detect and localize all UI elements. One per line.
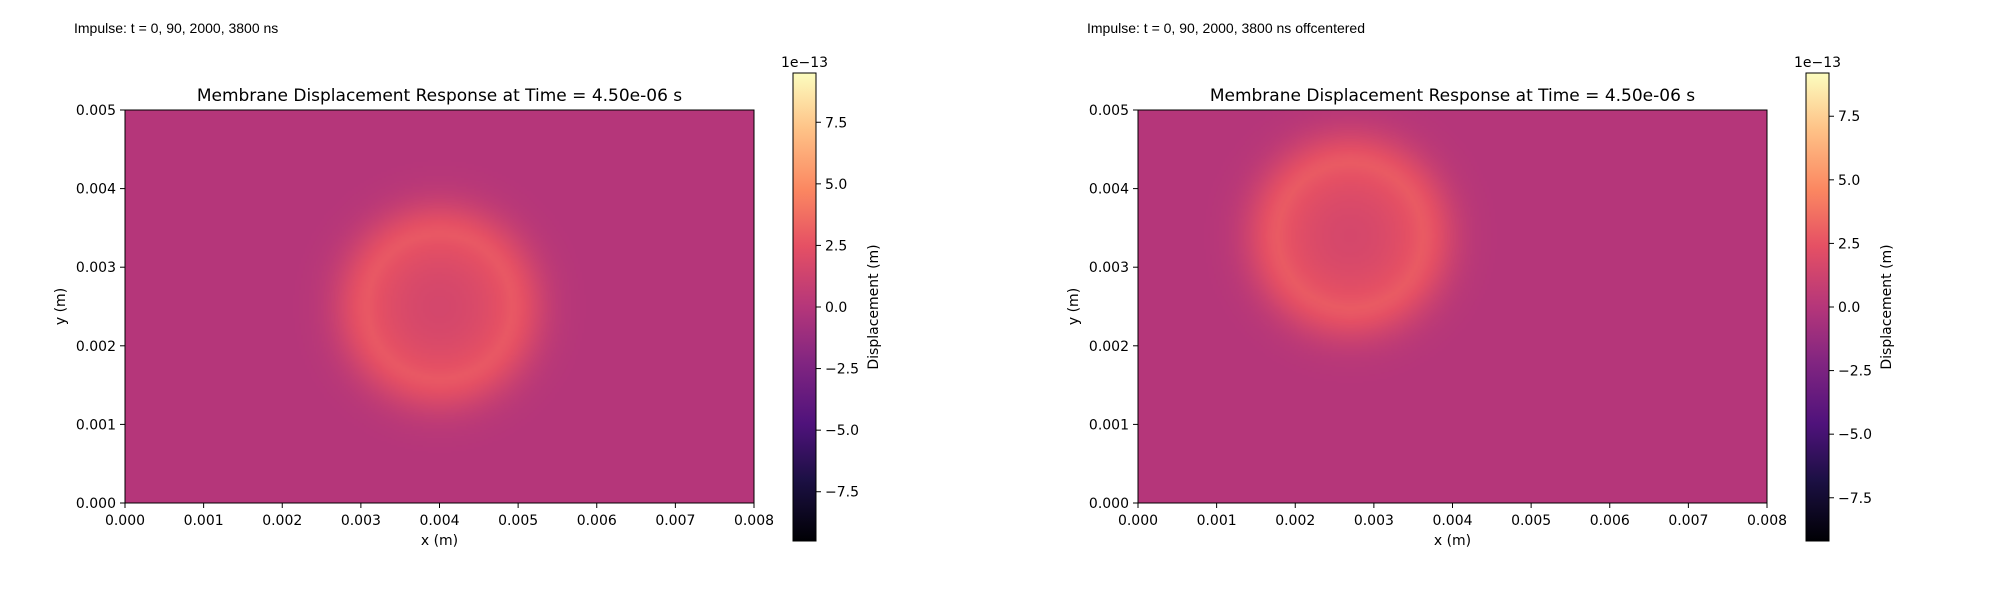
colorbar-tick-label: −5.0 bbox=[1838, 427, 1872, 443]
x-tick-label: 0.004 bbox=[1432, 513, 1472, 529]
right-heatmap-chart: Membrane Displacement Response at Time =… bbox=[1066, 55, 1895, 549]
y-tick-label: 0.001 bbox=[1089, 417, 1129, 433]
x-axis-label: x (m) bbox=[1434, 533, 1471, 549]
colorbar-tick-label: 7.5 bbox=[1838, 109, 1860, 125]
x-tick-label: 0.002 bbox=[1275, 513, 1315, 529]
x-tick-label: 0.001 bbox=[184, 513, 224, 529]
right-panel: Impulse: t = 0, 90, 2000, 3800 ns offcen… bbox=[1013, 0, 2000, 600]
y-tick-label: 0.003 bbox=[1089, 260, 1129, 276]
y-tick-label: 0.004 bbox=[1089, 182, 1129, 198]
x-tick-label: 0.001 bbox=[1197, 513, 1237, 529]
colorbar-tick-label: −2.5 bbox=[1838, 364, 1872, 380]
x-tick-label: 0.003 bbox=[1354, 513, 1394, 529]
x-tick-label: 0.006 bbox=[1590, 513, 1630, 529]
chart-title: Membrane Displacement Response at Time =… bbox=[1210, 86, 1695, 106]
x-tick-label: 0.000 bbox=[105, 513, 145, 529]
colorbar-tick-label: −2.5 bbox=[825, 362, 859, 378]
y-tick-label: 0.002 bbox=[1089, 339, 1129, 355]
y-axis-label: y (m) bbox=[53, 288, 69, 325]
left-heatmap-chart: Membrane Displacement Response at Time =… bbox=[53, 55, 882, 549]
y-tick-label: 0.003 bbox=[76, 260, 116, 276]
y-tick-label: 0.002 bbox=[76, 339, 116, 355]
y-tick-label: 0.001 bbox=[76, 417, 116, 433]
y-tick-label: 0.004 bbox=[76, 182, 116, 198]
x-tick-label: 0.005 bbox=[1511, 513, 1551, 529]
x-tick-label: 0.005 bbox=[498, 513, 538, 529]
colorbar-tick-label: 2.5 bbox=[1838, 236, 1860, 252]
y-tick-label: 0.000 bbox=[76, 496, 116, 512]
colorbar-tick-label: −7.5 bbox=[825, 485, 859, 501]
heatmap-image bbox=[1138, 110, 1767, 503]
y-tick-label: 0.000 bbox=[1089, 496, 1129, 512]
colorbar-label: Displacement (m) bbox=[866, 244, 882, 369]
y-tick-label: 0.005 bbox=[1089, 103, 1129, 119]
x-tick-label: 0.003 bbox=[341, 513, 381, 529]
colorbar-tick-label: 2.5 bbox=[825, 238, 847, 254]
heatmap-image bbox=[125, 110, 754, 503]
colorbar-tick-label: 5.0 bbox=[825, 177, 847, 193]
left-panel: Impulse: t = 0, 90, 2000, 3800 ns Membra… bbox=[53, 20, 882, 549]
colorbar-tick-label: 7.5 bbox=[825, 115, 847, 131]
x-tick-label: 0.008 bbox=[1747, 513, 1787, 529]
x-tick-label: 0.007 bbox=[1668, 513, 1708, 529]
x-tick-label: 0.006 bbox=[577, 513, 617, 529]
colorbar-tick-label: −7.5 bbox=[1838, 491, 1872, 507]
x-tick-label: 0.002 bbox=[262, 513, 302, 529]
x-tick-label: 0.007 bbox=[655, 513, 695, 529]
colorbar-tick-label: 0.0 bbox=[1838, 300, 1860, 316]
colorbar-label: Displacement (m) bbox=[1879, 244, 1895, 369]
x-tick-label: 0.000 bbox=[1118, 513, 1158, 529]
y-tick-label: 0.005 bbox=[76, 103, 116, 119]
colorbar bbox=[792, 72, 817, 542]
chart-title: Membrane Displacement Response at Time =… bbox=[197, 86, 682, 106]
x-tick-label: 0.004 bbox=[419, 513, 459, 529]
panel-caption: Impulse: t = 0, 90, 2000, 3800 ns bbox=[74, 20, 279, 36]
colorbar-tick-label: 0.0 bbox=[825, 300, 847, 316]
y-axis-label: y (m) bbox=[1066, 288, 1082, 325]
colorbar-tick-label: 5.0 bbox=[1838, 173, 1860, 189]
panel-caption: Impulse: t = 0, 90, 2000, 3800 ns offcen… bbox=[1087, 20, 1365, 36]
colorbar-multiplier: 1e−13 bbox=[1794, 55, 1841, 71]
colorbar-multiplier: 1e−13 bbox=[781, 55, 828, 71]
x-axis-label: x (m) bbox=[421, 533, 458, 549]
colorbar bbox=[1805, 72, 1830, 542]
x-tick-label: 0.008 bbox=[734, 513, 774, 529]
colorbar-tick-label: −5.0 bbox=[825, 423, 859, 439]
